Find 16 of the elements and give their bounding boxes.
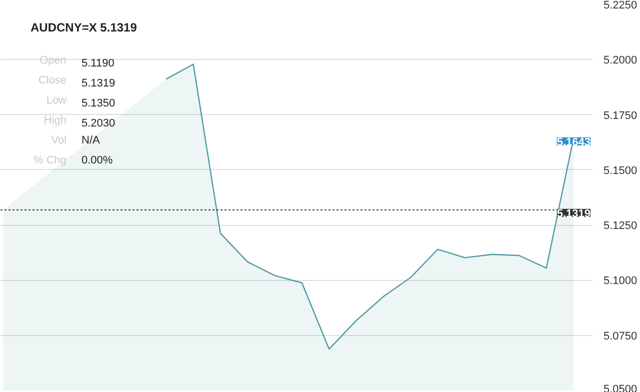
y-tick-label: 5.1250: [604, 220, 638, 232]
annotation: 0.00%: [82, 154, 113, 166]
y-tick-label: 5.1000: [604, 275, 638, 288]
annotation: 5.1643: [556, 136, 591, 148]
y-tick-label: 5.1750: [604, 110, 638, 122]
annotation: 5.1350: [82, 98, 116, 110]
annotation: 5.1319: [82, 78, 116, 90]
text: AUDCNY=X 5.1319: [30, 20, 138, 34]
y-tick-label: 5.2250: [604, 0, 638, 12]
y-tick-label: 5.2000: [604, 54, 638, 67]
annotation: N/A: [82, 134, 100, 146]
annotation: 5.2030: [82, 118, 116, 130]
y-tick-label: 5.1500: [604, 164, 638, 177]
y-tick-label: 5.0750: [604, 330, 638, 342]
ref-line-label: 5.1319: [556, 208, 591, 220]
annotation: 5.1190: [82, 58, 114, 70]
